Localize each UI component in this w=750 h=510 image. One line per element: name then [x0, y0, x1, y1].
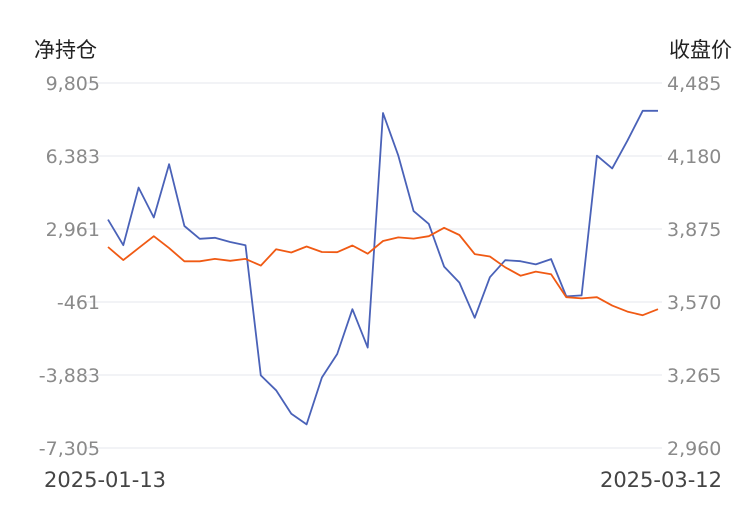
left-axis-title: 净持仓: [34, 38, 97, 62]
left-tick-label: -7,305: [39, 438, 100, 460]
left-tick-label: 2,961: [46, 219, 100, 241]
series-lines: [107, 109, 659, 426]
right-tick-label: 3,570: [667, 292, 721, 314]
left-tick-label: 6,383: [46, 146, 100, 168]
left-axis-ticks: 9,805 6,383 2,961 -461 -3,883 -7,305: [39, 73, 100, 460]
right-tick-label: 3,875: [667, 219, 721, 241]
x-axis-end-label: 2025-03-12: [599, 468, 722, 492]
right-tick-label: 3,265: [667, 365, 721, 387]
net-position-line: [107, 109, 658, 426]
x-axis-start-label: 2025-01-13: [44, 468, 167, 492]
left-tick-label: -3,883: [39, 365, 100, 387]
grid-lines: [85, 82, 662, 449]
right-axis-ticks: 4,485 4,180 3,875 3,570 3,265 2,960: [667, 73, 721, 460]
left-tick-label: 9,805: [46, 73, 100, 95]
close-price-line: [107, 226, 659, 317]
right-tick-label: 4,180: [667, 146, 721, 168]
right-axis-title: 收盘价: [669, 38, 732, 62]
right-tick-label: 4,485: [667, 73, 721, 95]
right-tick-label: 2,960: [667, 438, 721, 460]
left-tick-label: -461: [57, 292, 100, 314]
